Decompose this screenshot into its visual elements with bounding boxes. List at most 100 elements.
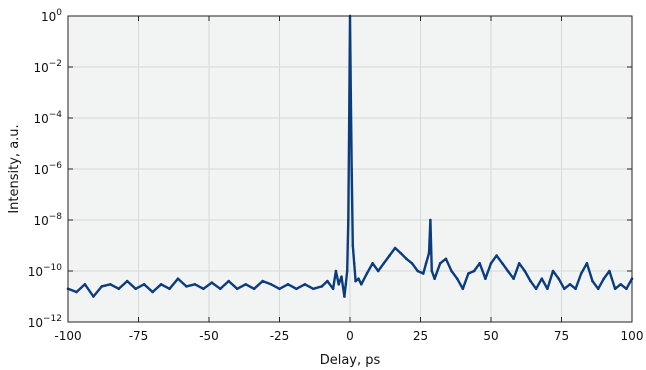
data-point bbox=[347, 218, 350, 222]
data-point bbox=[159, 283, 163, 286]
x-tick-label: 25 bbox=[413, 329, 428, 343]
data-point bbox=[429, 218, 432, 222]
data-point bbox=[278, 287, 281, 291]
data-point bbox=[585, 262, 589, 265]
y-tick-label: 100 bbox=[41, 8, 62, 24]
data-point bbox=[117, 287, 121, 291]
data-point bbox=[461, 287, 465, 291]
data-point bbox=[350, 167, 354, 171]
data-point bbox=[334, 269, 338, 273]
data-point bbox=[376, 269, 380, 273]
data-point bbox=[252, 287, 256, 291]
data-point bbox=[579, 272, 583, 275]
x-tick-label: -75 bbox=[129, 329, 149, 343]
x-tick-label: -25 bbox=[270, 329, 290, 343]
data-point bbox=[371, 262, 374, 265]
data-point bbox=[320, 285, 324, 288]
data-point bbox=[326, 279, 329, 283]
data-point bbox=[303, 283, 307, 286]
data-point bbox=[388, 254, 391, 257]
data-point bbox=[625, 287, 628, 291]
data-point bbox=[357, 277, 360, 281]
data-point bbox=[142, 283, 146, 286]
data-point bbox=[591, 279, 594, 283]
data-point bbox=[546, 287, 549, 291]
data-point bbox=[176, 277, 180, 281]
data-point bbox=[489, 262, 493, 265]
series-line bbox=[67, 14, 634, 298]
data-point bbox=[343, 295, 346, 298]
x-axis-label: Delay, ps bbox=[320, 353, 381, 368]
data-point bbox=[495, 254, 498, 257]
data-point bbox=[422, 272, 425, 275]
data-point bbox=[619, 283, 622, 286]
data-point bbox=[185, 285, 188, 288]
data-point bbox=[295, 287, 298, 291]
data-point bbox=[331, 287, 335, 291]
data-point bbox=[534, 287, 538, 291]
data-point bbox=[410, 262, 414, 265]
data-point bbox=[337, 283, 341, 286]
data-point bbox=[244, 283, 247, 286]
data-point bbox=[512, 277, 515, 281]
data-point bbox=[365, 272, 369, 275]
y-axis-label: Intensity, a.u. bbox=[7, 124, 22, 213]
data-point bbox=[344, 283, 348, 286]
data-point bbox=[467, 272, 470, 275]
data-point bbox=[351, 244, 355, 247]
data-point bbox=[416, 269, 420, 273]
data-point bbox=[517, 262, 521, 265]
data-point bbox=[345, 269, 349, 273]
data-point bbox=[557, 277, 560, 281]
data-point bbox=[455, 277, 459, 281]
data-point bbox=[261, 279, 264, 283]
data-point bbox=[151, 290, 154, 294]
data-point bbox=[202, 287, 205, 291]
data-point bbox=[433, 277, 436, 281]
data-point bbox=[125, 279, 129, 283]
x-tick-label: 0 bbox=[346, 329, 354, 343]
plot-frame bbox=[67, 15, 633, 323]
data-point bbox=[382, 262, 386, 265]
data-point bbox=[347, 116, 351, 120]
data-point bbox=[602, 277, 606, 281]
data-point bbox=[450, 269, 453, 273]
data-point bbox=[349, 91, 353, 94]
data-point bbox=[551, 269, 555, 273]
data-point bbox=[393, 246, 397, 250]
data-point bbox=[613, 287, 617, 291]
data-point bbox=[563, 287, 566, 291]
x-tick-label: -100 bbox=[54, 329, 81, 343]
data-point bbox=[424, 262, 428, 265]
tick-labels: -100 -75 -50 -25 0 25 50 75 100 10−12 10−10 10−8 10−… bbox=[28, 8, 644, 343]
data-point bbox=[219, 287, 222, 291]
data-point bbox=[269, 283, 273, 286]
data-point bbox=[399, 251, 403, 255]
data-point bbox=[430, 269, 434, 273]
data-point bbox=[312, 287, 315, 291]
data-point bbox=[438, 262, 442, 265]
data-point bbox=[529, 279, 532, 283]
data-point bbox=[340, 275, 343, 279]
data-point bbox=[193, 283, 197, 286]
y-tick-label: 10−4 bbox=[33, 110, 62, 126]
y-tick-label: 10−2 bbox=[33, 59, 62, 75]
data-point bbox=[568, 283, 572, 286]
data-point bbox=[354, 279, 357, 283]
data-point bbox=[286, 283, 290, 286]
data-point bbox=[472, 269, 476, 273]
y-tick-label: 10−12 bbox=[28, 314, 62, 330]
x-tick-label: -50 bbox=[199, 329, 219, 343]
y-tick-label: 10−10 bbox=[28, 263, 63, 279]
data-point bbox=[235, 287, 239, 291]
data-point bbox=[92, 295, 95, 298]
data-point bbox=[168, 287, 171, 291]
data-point bbox=[444, 257, 448, 261]
x-tick-label: 75 bbox=[554, 329, 569, 343]
data-point bbox=[501, 262, 504, 265]
data-point bbox=[109, 283, 112, 286]
x-tick-label: 50 bbox=[483, 329, 498, 343]
data-point bbox=[478, 262, 482, 265]
data-point bbox=[360, 283, 363, 286]
